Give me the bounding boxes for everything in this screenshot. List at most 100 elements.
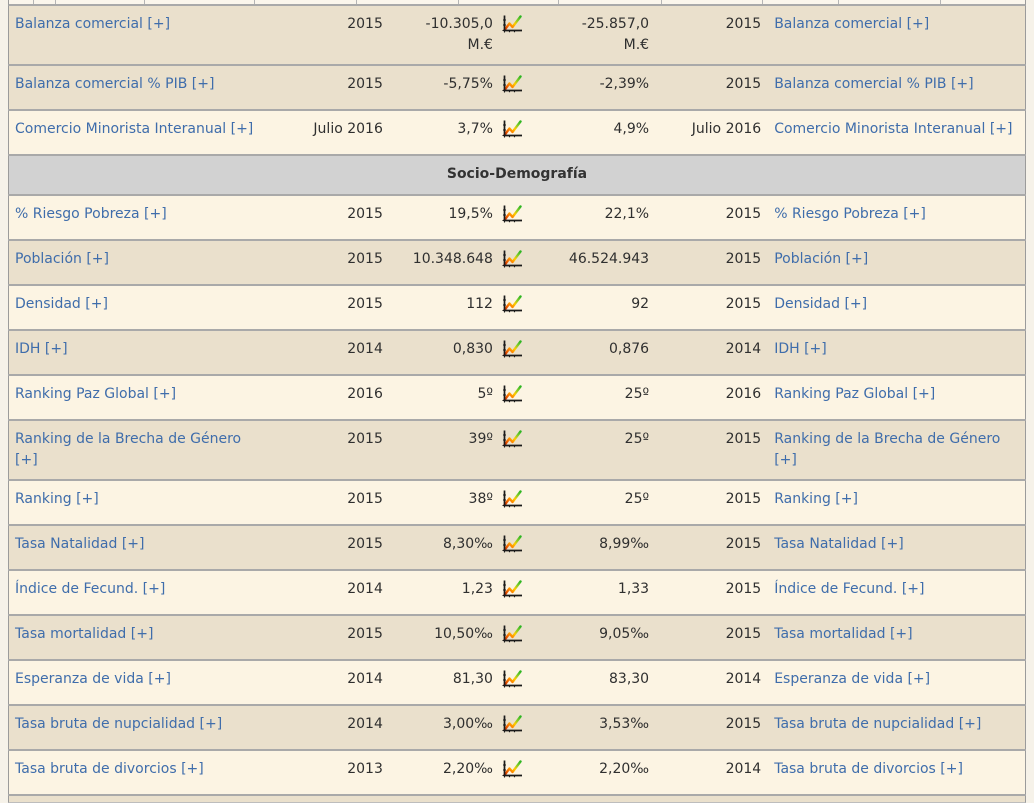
indicator-link-right-cell: IDH [+] [761,330,1026,376]
line-chart-icon [502,75,523,93]
table-row: Población [+] 2015 10.348.648 46.524.943 201… [8,240,1026,286]
chart-icon-cell [492,615,531,661]
date-left: 2015 [295,420,383,481]
indicator-link-right-cell: Ranking Paz Global [+] [761,375,1026,421]
date-left: 2014 [295,570,383,616]
indicator-link-left[interactable]: Tasa Natalidad [+] [15,536,145,552]
date-right: 2015 [649,480,762,526]
chart-link[interactable] [500,714,523,734]
indicator-link-left[interactable]: Tasa mortalidad [+] [15,626,154,642]
chart-link[interactable] [500,489,523,509]
chart-link[interactable] [500,339,523,359]
chart-link[interactable] [500,429,523,449]
indicator-link-right[interactable]: Densidad [+] [774,296,868,312]
section-header: Socio-Demografía [8,155,1026,196]
value-left: 81,30 [382,660,493,706]
chart-link[interactable] [500,249,523,269]
table-top-partial-row [8,0,1026,6]
indicator-link-right[interactable]: Ranking de la Brecha de Género [+] [774,431,1001,468]
line-chart-icon [502,715,523,733]
chart-icon-cell [492,660,531,706]
date-right: 2014 [649,660,762,706]
indicator-link-right[interactable]: Tasa bruta de nupcialidad [+] [774,716,982,732]
indicator-link-left[interactable]: Balanza comercial [+] [15,16,171,32]
indicator-link-left[interactable]: Ranking de la Brecha de Género [+] [15,431,242,468]
table-row: Índice de Fecund. [+] 2014 1,23 1,33 2015 Índ… [8,570,1026,616]
indicator-link-left-cell: Densidad [+] [8,285,296,331]
date-left: 2014 [295,660,383,706]
indicator-link-right[interactable]: Balanza comercial % PIB [+] [774,76,974,92]
date-right: 2016 [649,375,762,421]
chart-link[interactable] [500,294,523,314]
indicator-link-right[interactable]: Índice de Fecund. [+] [774,581,925,597]
indicator-link-left[interactable]: Ranking Paz Global [+] [15,386,177,402]
indicator-link-right-cell: Tasa mortalidad [+] [761,615,1026,661]
chart-link[interactable] [500,384,523,404]
chart-icon-cell [492,285,531,331]
indicator-link-right[interactable]: Balanza comercial [+] [774,16,930,32]
indicator-link-left[interactable]: Densidad [+] [15,296,108,312]
indicator-link-left[interactable]: Ranking [+] [15,491,99,507]
indicator-link-right[interactable]: Tasa mortalidad [+] [774,626,913,642]
date-left: 2015 [295,285,383,331]
value-left: 10,50‰ [382,615,493,661]
value-right: 8,99‰ [530,525,650,571]
indicator-link-right-cell: Ranking de la Brecha de Género [+] [761,420,1026,481]
indicator-link-left[interactable]: Tasa bruta de divorcios [+] [15,761,204,777]
indicator-link-right[interactable]: Ranking Paz Global [+] [774,386,936,402]
chart-link[interactable] [500,579,523,599]
table-row: Balanza comercial [+] 2015 -10.305,0 M.€ -25… [8,6,1026,66]
value-left: 10.348.648 [382,240,493,286]
indicator-link-right-cell: Tasa bruta de nupcialidad [+] [761,705,1026,751]
indicator-link-left[interactable]: Población [+] [15,251,109,267]
value-right: 25º [530,375,650,421]
line-chart-icon [502,250,523,268]
indicator-link-left[interactable]: Índice de Fecund. [+] [15,581,166,597]
indicator-link-left[interactable]: Tasa bruta de nupcialidad [+] [15,716,223,732]
indicator-link-left[interactable]: Esperanza de vida [+] [15,671,171,687]
indicator-link-left[interactable]: % Riesgo Pobreza [+] [15,206,167,222]
indicator-link-left-cell: Tasa Natalidad [+] [8,525,296,571]
indicator-link-right[interactable]: Comercio Minorista Interanual [+] [774,121,1013,137]
date-right: 2015 [649,420,762,481]
chart-icon-cell [492,705,531,751]
value-right: 3,53‰ [530,705,650,751]
chart-link[interactable] [500,204,523,224]
indicator-link-left[interactable]: Balanza comercial % PIB [+] [15,76,215,92]
date-left: 2015 [295,525,383,571]
chart-link[interactable] [500,624,523,644]
indicator-link-left-cell: Comercio Minorista Interanual [+] [8,110,296,156]
value-right: 46.524.943 [530,240,650,286]
indicator-link-right[interactable]: Esperanza de vida [+] [774,671,931,687]
partial-row-column-border [55,0,56,4]
date-left: Julio 2016 [295,110,383,156]
chart-link[interactable] [500,534,523,554]
chart-link[interactable] [500,119,523,139]
chart-link[interactable] [500,669,523,689]
indicator-link-right[interactable]: Tasa bruta de divorcios [+] [774,761,963,777]
date-right: 2015 [649,525,762,571]
chart-icon-cell [492,480,531,526]
indicator-link-left[interactable]: Comercio Minorista Interanual [+] [15,121,254,137]
indicator-link-right[interactable]: Población [+] [774,251,869,267]
value-right: 83,30 [530,660,650,706]
chart-link[interactable] [500,74,523,94]
indicator-link-right[interactable]: Ranking [+] [774,491,858,507]
indicator-link-right[interactable]: Tasa Natalidad [+] [774,536,904,552]
partial-row-column-border [356,0,357,4]
indicator-link-left[interactable]: IDH [+] [15,341,68,357]
value-left: 5º [382,375,493,421]
value-left: 2,20‰ [382,750,493,796]
partial-row-column-border [254,0,255,4]
indicator-link-right[interactable]: IDH [+] [774,341,827,357]
date-right: 2015 [649,6,762,66]
chart-link[interactable] [500,759,523,779]
line-chart-icon [502,120,523,138]
value-left: 1,23 [382,570,493,616]
indicator-link-right-cell: Tasa bruta de divorcios [+] [761,750,1026,796]
chart-link[interactable] [500,14,523,34]
chart-icon-cell [492,750,531,796]
value-left: 3,00‰ [382,705,493,751]
indicator-link-right[interactable]: % Riesgo Pobreza [+] [774,206,926,222]
chart-icon-cell [492,525,531,571]
